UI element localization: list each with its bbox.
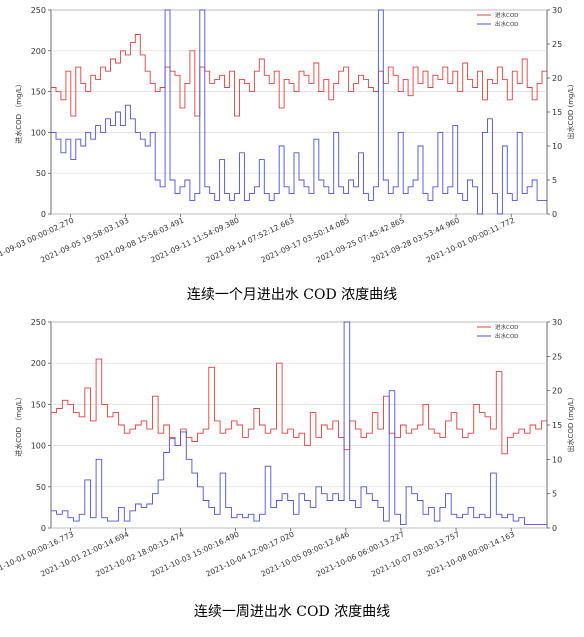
x-tick-label: 2021-10-04 12:00:17.020 — [204, 530, 295, 579]
series-line-influent — [51, 34, 547, 117]
y-left-tick-label: 0 — [41, 210, 46, 219]
x-tick-label: 2021-09-14 07:52:12.663 — [204, 216, 295, 265]
chart-panel-month: 0 50 100 150 200 250 0 5 10 15 20 25 30 进水COD （mg/L） 出… — [0, 0, 584, 310]
x-tick-label: 2021-09-05 19:58:03.193 — [39, 216, 130, 265]
chart-week: 0 50 100 150 200 250 0 5 10 15 20 25 30 进水COD （mg/L） 出… — [0, 318, 575, 579]
y-right-tick-label: 0 — [552, 524, 557, 533]
x-tick-label: 2021-10-01 00:00:11.772 — [425, 216, 516, 265]
y-left-tick-label: 200 — [31, 47, 46, 56]
chart-caption-week: 连续一周进出水 COD 浓度曲线 — [193, 604, 391, 620]
y-right-tick-label: 25 — [552, 352, 562, 361]
x-tick-label: 2021-10-06 06:00:13.227 — [315, 530, 406, 579]
chart-caption-month: 连续一个月进出水 COD 浓度曲线 — [186, 287, 398, 303]
x-tick-label: 2021-10-08 00:00:14.163 — [425, 530, 516, 579]
y-left-tick-label: 150 — [31, 400, 46, 409]
legend-label: 出水COD — [495, 332, 518, 340]
chart-panel-week: 0 50 100 150 200 250 0 5 10 15 20 25 30 进水COD （mg/L） 出… — [0, 315, 584, 637]
y-right-tick-label: 20 — [552, 387, 562, 396]
y-left-tick-label: 0 — [41, 524, 46, 533]
chart-month: 0 50 100 150 200 250 0 5 10 15 20 25 30 进水COD （mg/L） 出… — [0, 6, 575, 265]
y-left-axis-title: 进水COD （mg/L） — [14, 80, 23, 144]
y-right-tick-label: 10 — [552, 455, 562, 464]
y-right-tick-label: 20 — [552, 74, 562, 83]
y-right-tick-label: 0 — [552, 210, 557, 219]
x-tick-label: 2021-10-03 15:00:16.490 — [149, 530, 240, 579]
y-left-tick-label: 250 — [31, 318, 46, 327]
legend-label: 进水COD — [495, 323, 518, 331]
y-right-tick-label: 30 — [552, 6, 562, 15]
y-left-tick-label: 200 — [31, 359, 46, 368]
x-tick-label: 2021-10-05 09:00:12.646 — [260, 530, 351, 579]
y-right-axis-title: 出水COD (mg/L) — [566, 84, 575, 139]
y-right-tick-label: 5 — [552, 176, 557, 185]
x-tick-label: 2021-09-28 03:53:44.960 — [370, 216, 461, 265]
series-line-effluent — [51, 9, 547, 215]
y-right-tick-label: 25 — [552, 40, 562, 49]
y-left-tick-label: 100 — [31, 128, 46, 137]
y-left-tick-label: 250 — [31, 6, 46, 15]
y-left-tick-label: 50 — [36, 483, 46, 492]
series-line-influent — [51, 358, 547, 455]
y-left-tick-label: 150 — [31, 88, 46, 97]
y-left-tick-label: 50 — [36, 169, 46, 178]
x-tick-label: 2021-10-07 03:00:13.757 — [370, 530, 461, 579]
legend-label: 出水COD — [495, 20, 518, 28]
x-tick-label: 2021-10-01 21:00:14.694 — [39, 530, 130, 579]
y-right-tick-label: 10 — [552, 142, 562, 151]
y-left-tick-label: 100 — [31, 442, 46, 451]
y-right-tick-label: 15 — [552, 421, 562, 430]
y-right-tick-label: 30 — [552, 318, 562, 327]
x-tick-label: 2021-09-11 11:54:09.380 — [149, 216, 240, 265]
x-tick-label: 2021-09-17 03:50:14.085 — [260, 216, 351, 265]
y-right-axis-title: 出水COD (mg/L) — [566, 397, 575, 452]
x-tick-label: 2021-09-03 00:00:02.270 — [0, 216, 75, 265]
x-tick-label: 2021-10-02 18:00:15.474 — [94, 530, 185, 579]
y-left-axis-title: 进水COD （mg/L） — [14, 393, 23, 457]
y-right-tick-label: 5 — [552, 490, 557, 499]
x-tick-label: 2021-09-25 07:45:42.865 — [315, 216, 406, 265]
x-tick-label: 2021-09-08 15:56:03.491 — [94, 216, 185, 265]
series-line-effluent — [51, 321, 547, 526]
legend-label: 进水COD — [495, 11, 518, 19]
x-tick-label: 2021-10-01 00:00:16.773 — [0, 530, 75, 579]
y-right-tick-label: 15 — [552, 108, 562, 117]
